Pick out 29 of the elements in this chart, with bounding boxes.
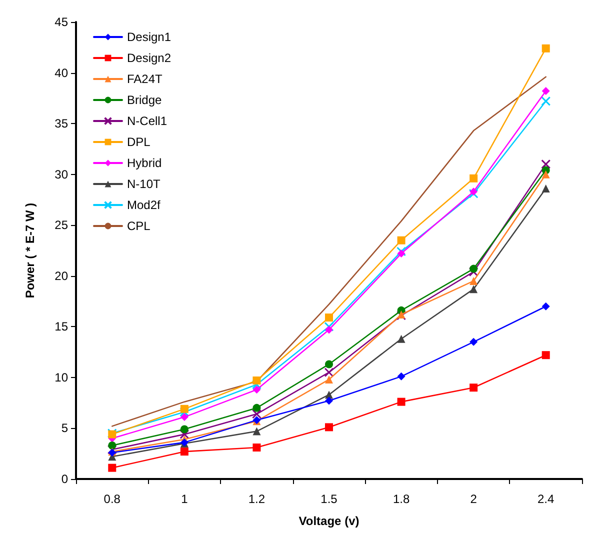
y-tick-label: 15 [54,320,68,334]
legend-label: Mod2f [127,198,162,212]
y-tick-label: 45 [54,15,68,29]
x-axis-title: Voltage (v) [298,514,360,528]
y-tick-label: 40 [54,66,68,80]
x-tick-label: 2 [470,492,478,506]
legend-label: DPL [127,135,151,149]
legend-label: Design1 [127,30,172,44]
y-tick-label: 20 [54,268,68,283]
y-tick-label: 25 [54,218,68,232]
x-tick-label: 1.8 [392,492,410,506]
x-tick-label: 2.4 [538,492,555,506]
x-tick-label: 1.5 [320,492,338,506]
legend-label: Design2 [127,51,172,65]
legend-label: Bridge [127,93,162,107]
legend-label: N-Cell1 [127,114,168,128]
y-tick-label: 30 [54,167,68,182]
y-tick-label: 0 [61,472,68,486]
legend-label: N-10T [127,177,162,191]
y-tick-label: 10 [54,370,68,384]
y-axis-title: Power ( * E-7 W ) [23,202,37,298]
y-tick-label: 5 [61,421,68,436]
x-tick-label: 1.2 [248,492,266,506]
x-tick-label: 1 [181,492,188,506]
legend-label: CPL [127,219,151,233]
legend-label: Hybrid [127,156,162,170]
legend-label: FA24T [127,72,164,86]
x-tick-label: 0.8 [104,492,121,506]
y-tick-label: 35 [54,116,68,131]
